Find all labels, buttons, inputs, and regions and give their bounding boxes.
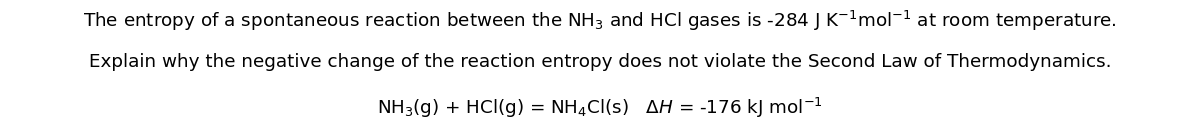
Text: Explain why the negative change of the reaction entropy does not violate the Sec: Explain why the negative change of the r… (89, 53, 1111, 71)
Text: NH$_3$(g) + HCl(g) = NH$_4$Cl(s)   $\Delta H$ = -176 kJ mol$^{-1}$: NH$_3$(g) + HCl(g) = NH$_4$Cl(s) $\Delta… (377, 96, 823, 120)
Text: The entropy of a spontaneous reaction between the NH$_3$ and HCl gases is -284 J: The entropy of a spontaneous reaction be… (83, 9, 1117, 33)
